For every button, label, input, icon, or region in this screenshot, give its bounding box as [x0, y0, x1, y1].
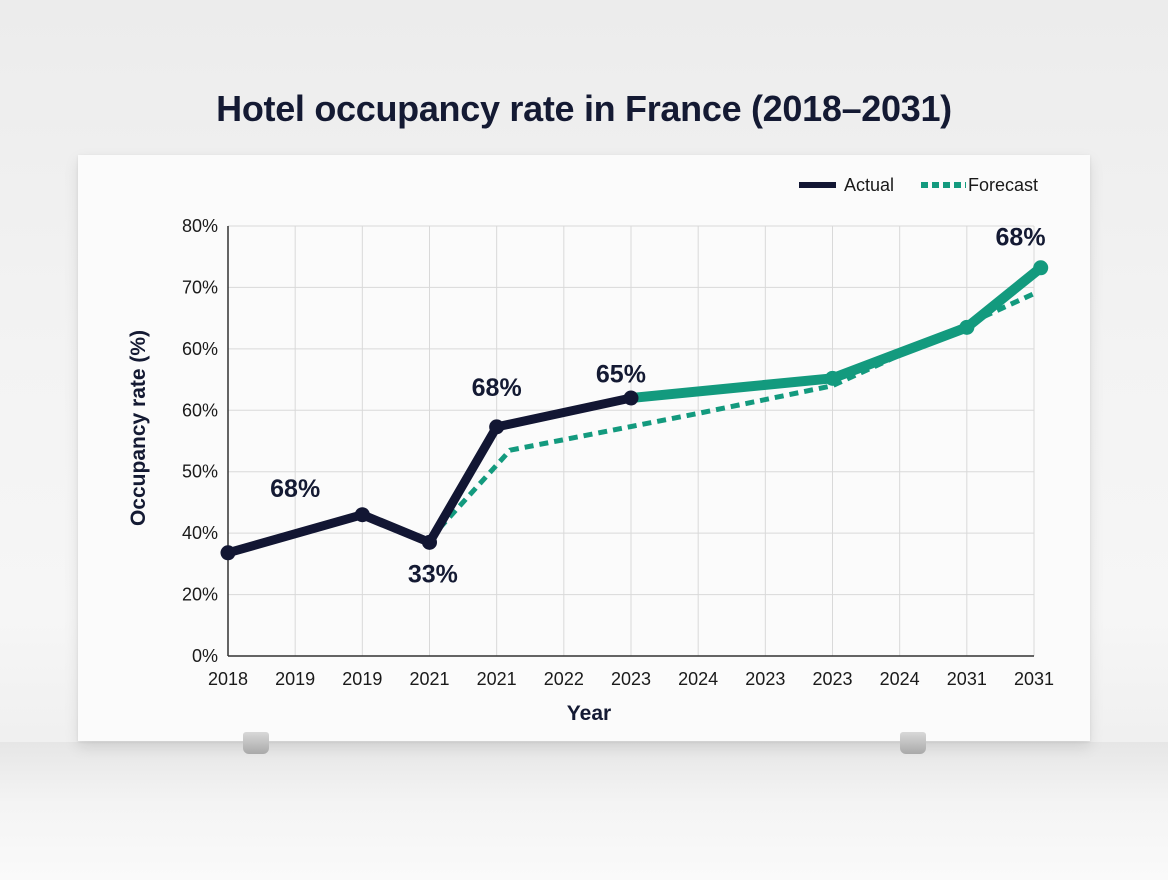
data-point	[825, 370, 840, 386]
y-tick-label: 60%	[182, 339, 218, 359]
x-tick-label: 2031	[1014, 669, 1054, 689]
chart-board	[78, 155, 1090, 741]
data-point	[1033, 260, 1049, 276]
legend: Actual Forecast	[799, 175, 1038, 195]
data-point	[354, 507, 370, 523]
y-tick-label: 80%	[182, 216, 218, 236]
x-axis-title: Year	[567, 702, 611, 725]
legend-label-actual: Actual	[844, 175, 894, 195]
x-tick-label: 2023	[812, 669, 852, 689]
x-tick-label: 2018	[208, 669, 248, 689]
data-label: 68%	[996, 224, 1046, 252]
data-label: 68%	[270, 475, 320, 503]
data-point	[422, 534, 437, 550]
series-line-projection	[626, 262, 1046, 403]
x-tick-label: 2023	[745, 669, 785, 689]
x-tick-labels: 2018 2019 2019 2021 2021 2022 2023 2024 2023 2023…	[208, 669, 1054, 689]
series	[220, 260, 1049, 561]
x-tick-label: 2022	[544, 669, 584, 689]
series-line-forecast	[427, 291, 1036, 541]
y-tick-label: 60%	[182, 400, 218, 420]
floor-reflection	[0, 742, 1168, 880]
data-label: 68%	[472, 374, 522, 402]
data-labels: 68% 33% 68% 65% 68%	[270, 224, 1045, 589]
grid	[228, 225, 1035, 656]
y-tick-label: 50%	[182, 462, 218, 482]
data-point	[220, 545, 236, 561]
y-tick-label: 40%	[182, 523, 218, 543]
data-label: 33%	[408, 560, 458, 588]
data-point	[489, 419, 505, 435]
data-label: 65%	[596, 361, 646, 389]
data-point	[959, 319, 975, 335]
x-tick-label: 2019	[275, 669, 315, 689]
x-tick-label: 2024	[880, 669, 920, 689]
y-axis-title: Occupancy rate (%)	[127, 330, 150, 526]
legend-label-forecast: Forecast	[968, 175, 1038, 195]
y-tick-label: 70%	[182, 277, 218, 297]
data-point	[623, 390, 639, 406]
x-tick-label: 2021	[477, 669, 517, 689]
board-stand-right	[900, 732, 926, 754]
y-tick-labels: 0% 20% 40% 50% 60% 60% 70% 80%	[182, 216, 218, 666]
board-stand-left	[243, 732, 269, 754]
x-tick-label: 2021	[409, 669, 449, 689]
y-tick-label: 0%	[192, 646, 218, 666]
x-tick-label: 2024	[678, 669, 718, 689]
x-tick-label: 2019	[342, 669, 382, 689]
chart-title: Hotel occupancy rate in France (2018–203…	[216, 88, 952, 129]
y-tick-label: 20%	[182, 585, 218, 605]
axes	[227, 226, 1034, 657]
x-tick-label: 2031	[947, 669, 987, 689]
x-tick-label: 2023	[611, 669, 651, 689]
